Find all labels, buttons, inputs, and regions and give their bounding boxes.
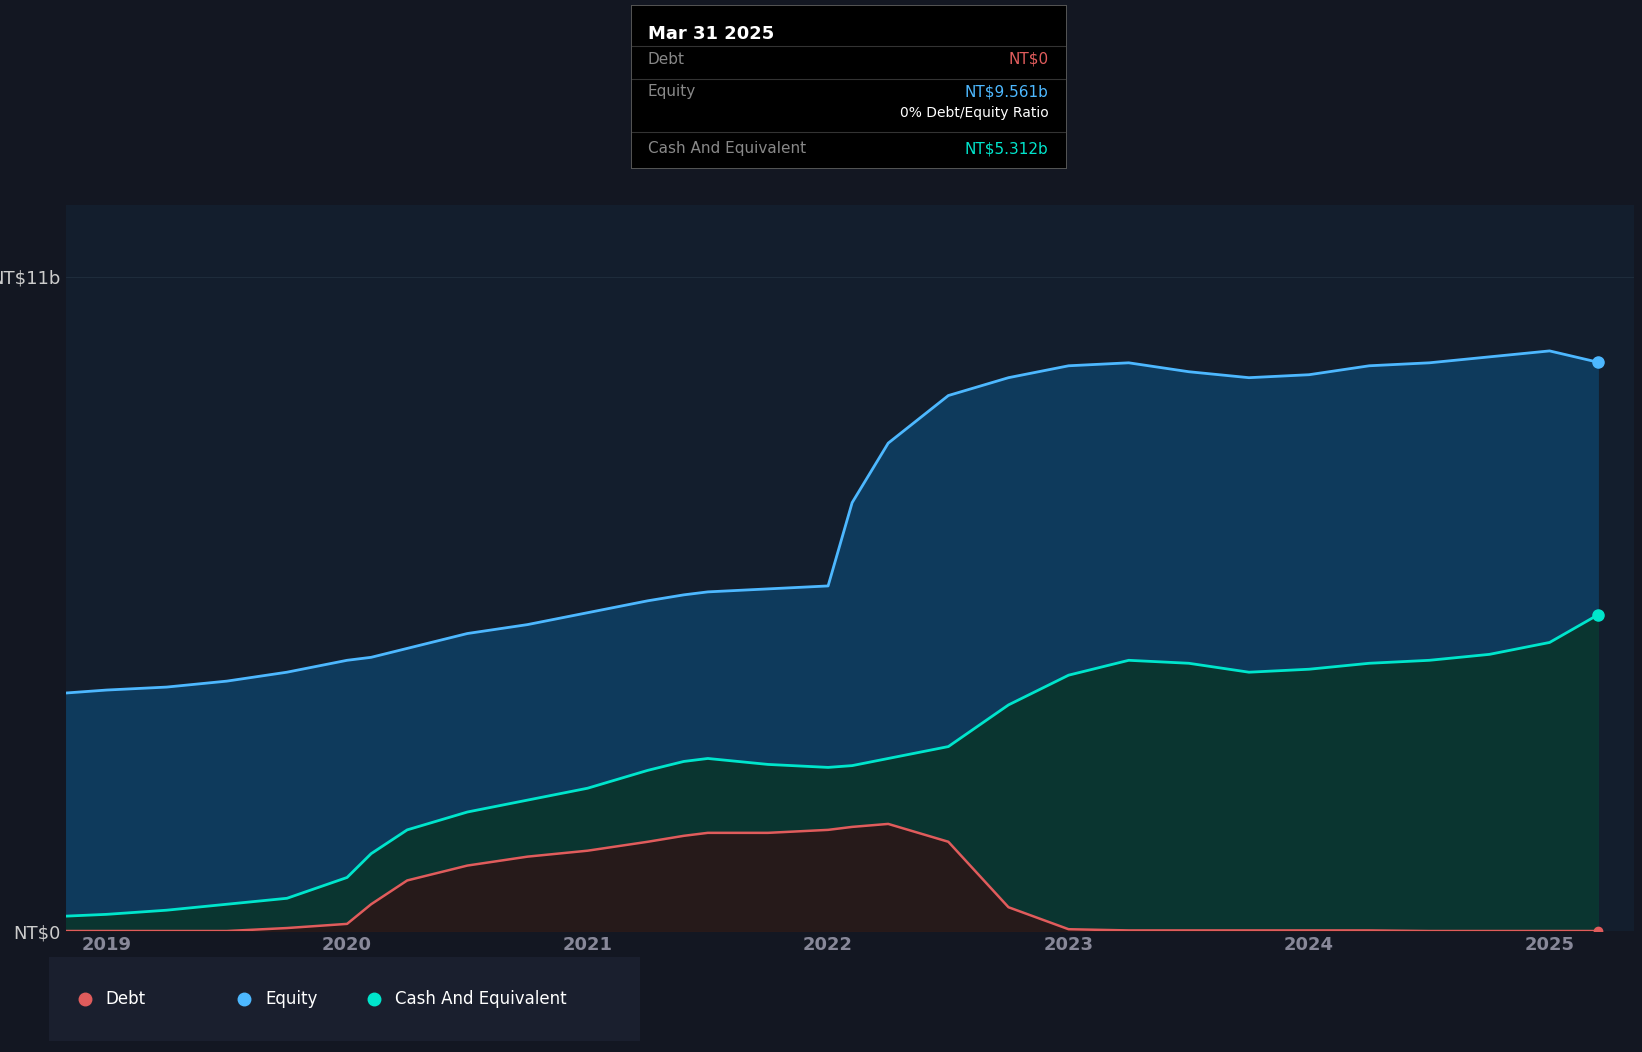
Text: Debt: Debt [649, 52, 685, 66]
Text: NT$0: NT$0 [1008, 52, 1048, 66]
Text: Debt: Debt [105, 990, 146, 1009]
Text: Cash And Equivalent: Cash And Equivalent [649, 141, 806, 157]
Text: Cash And Equivalent: Cash And Equivalent [396, 990, 566, 1009]
Text: Equity: Equity [264, 990, 317, 1009]
Text: 0% Debt/Equity Ratio: 0% Debt/Equity Ratio [900, 106, 1048, 120]
Text: NT$9.561b: NT$9.561b [964, 84, 1048, 99]
Text: Equity: Equity [649, 84, 696, 99]
Text: Mar 31 2025: Mar 31 2025 [649, 25, 773, 43]
Text: NT$5.312b: NT$5.312b [964, 141, 1048, 157]
